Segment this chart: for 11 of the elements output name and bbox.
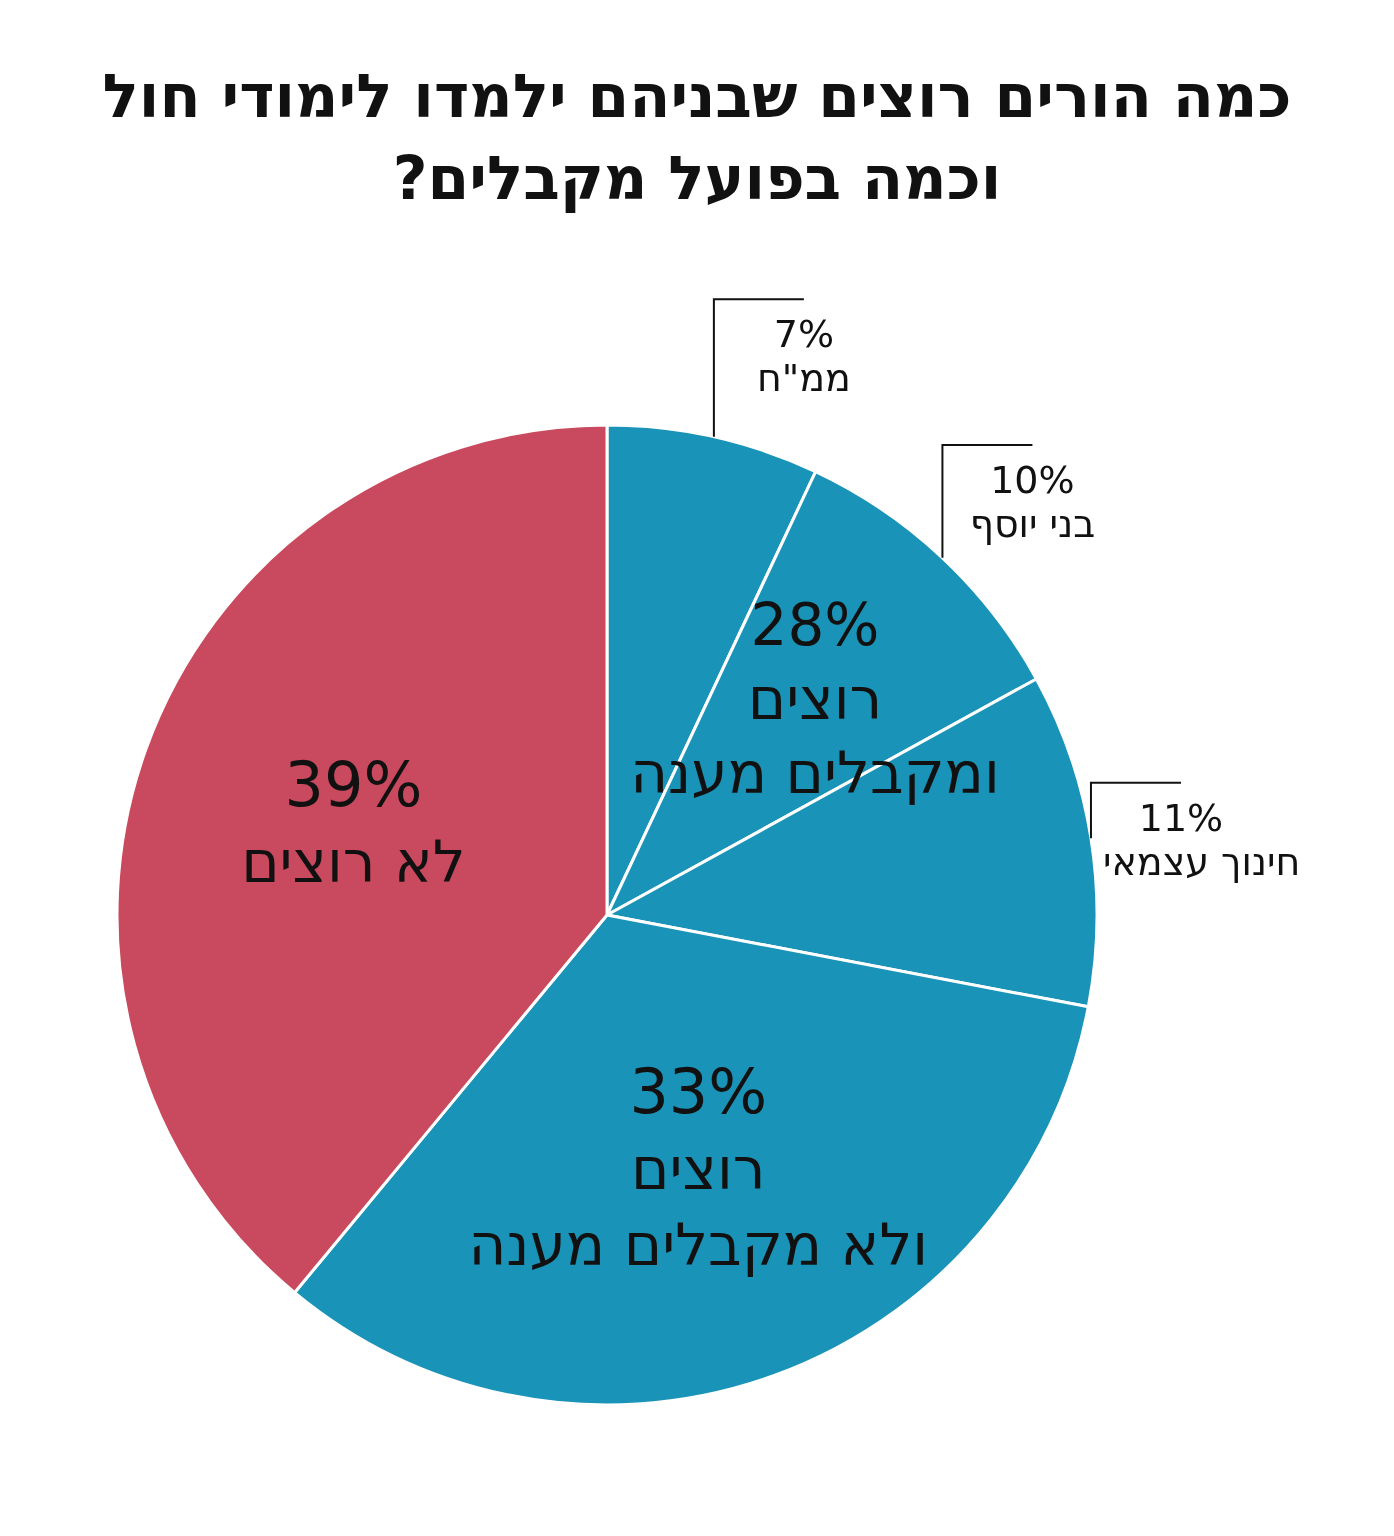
data-label: 11% bbox=[1138, 795, 1224, 840]
slice-label: רוצים ולא מקבלים מענה bbox=[468, 1134, 929, 1279]
data-label: 39% bbox=[284, 747, 423, 821]
data-label: 33% bbox=[629, 1054, 768, 1128]
data-label: 7% bbox=[773, 312, 835, 357]
data-label: 10% bbox=[990, 457, 1075, 502]
slice-label: ממ"ח bbox=[756, 356, 851, 401]
slice-label: בני יוסף bbox=[969, 501, 1096, 546]
chart-title: כמה הורים רוצים שבניהם ילמדו לימודי חול וכמה בפועל מקבלים? bbox=[101, 60, 1293, 215]
slice-label: לא רוצים bbox=[241, 827, 466, 896]
slice-label: חינוך עצמאי bbox=[1102, 839, 1301, 884]
